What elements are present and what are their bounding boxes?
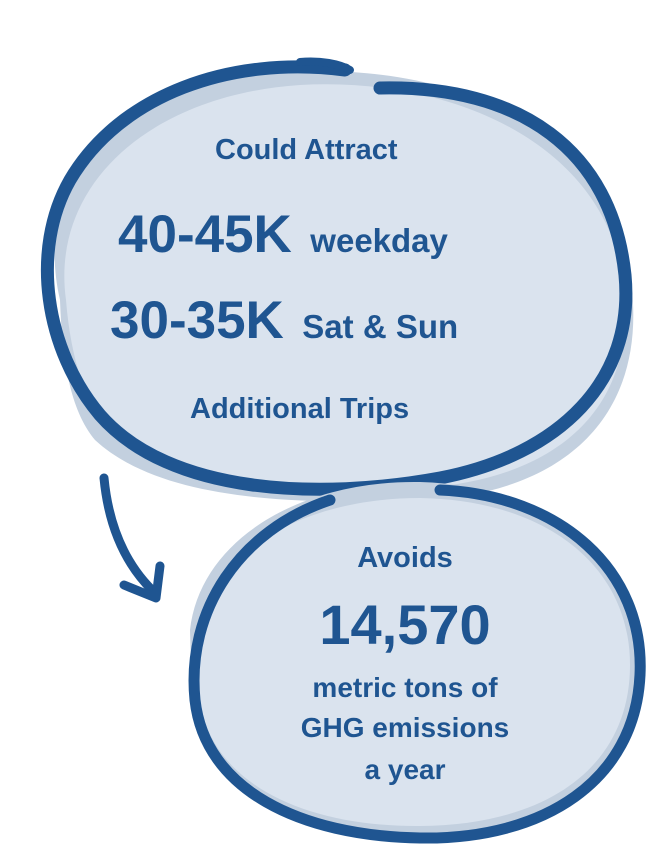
bottom-bubble-outline	[188, 484, 646, 844]
bottom-bubble-fill	[198, 498, 630, 827]
bottom-line-1: metric tons of	[312, 672, 498, 703]
bottom-line-2: GHG emissions	[300, 712, 510, 743]
weekend-label: Sat & Sun	[302, 308, 459, 345]
top-footer: Additional Trips	[190, 393, 410, 425]
bottom-value: 14,570	[319, 593, 491, 656]
curved-arrow-icon	[99, 473, 165, 603]
weekday-value: 40-45K	[118, 205, 292, 264]
top-bubble-fill	[64, 84, 626, 491]
bottom-heading: Avoids	[357, 542, 453, 574]
weekday-row: 40-45K weekday	[118, 204, 538, 265]
weekend-row: 30-35K Sat & Sun	[110, 290, 550, 351]
weekend-value: 30-35K	[110, 291, 284, 350]
weekday-label: weekday	[310, 222, 448, 259]
top-heading: Could Attract	[215, 134, 398, 166]
bottom-line-3: a year	[364, 754, 446, 785]
top-bubble-outline-tail	[296, 57, 354, 74]
top-bubble-outline	[41, 60, 633, 496]
